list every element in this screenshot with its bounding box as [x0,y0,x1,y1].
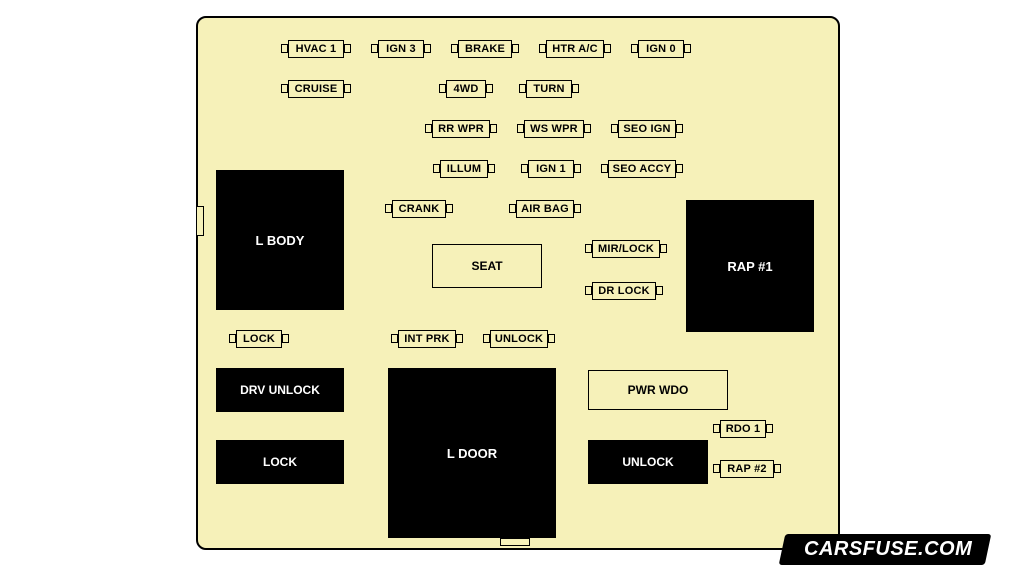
fuse-label: IGN 0 [646,44,676,55]
box-pwrwdo: PWR WDO [588,370,728,410]
fuse-intprk: INT PRK [398,330,456,348]
fuse-label: ILLUM [447,164,482,175]
fuse-label: WS WPR [530,124,578,135]
fuse-label: RDO 1 [726,424,761,435]
relay-label: LOCK [263,456,297,468]
fuse-ign3: IGN 3 [378,40,424,58]
box-label: PWR WDO [628,384,689,396]
relay-drvunlock: DRV UNLOCK [216,368,344,412]
watermark-carsfuse: CARSFUSE.COM [782,534,988,565]
fuse-label: IGN 3 [386,44,416,55]
fuse-cruise: CRUISE [288,80,344,98]
fuse-4wd: 4WD [446,80,486,98]
fuse-label: AIR BAG [521,204,569,215]
relay-ldoor: L DOOR [388,368,556,538]
fuse-turn: TURN [526,80,572,98]
fuse-label: DR LOCK [598,286,650,297]
relay-label: L DOOR [447,447,497,460]
box-label: SEAT [471,260,502,272]
box-seat: SEAT [432,244,542,288]
relay-rap1: RAP #1 [686,200,814,332]
watermark-text: CARSFUSE.COM [782,534,988,565]
fuse-rdo1: RDO 1 [720,420,766,438]
fuse-hvac1: HVAC 1 [288,40,344,58]
fuse-rrwpr: RR WPR [432,120,490,138]
panel-edge-tab [500,538,530,546]
fuse-drlock: DR LOCK [592,282,656,300]
relay-lock2: LOCK [216,440,344,484]
panel-edge-tab [196,206,204,236]
fuse-label: LOCK [243,334,275,345]
fuse-seoaccy: SEO ACCY [608,160,676,178]
fuse-unlock1: UNLOCK [490,330,548,348]
fuse-label: CRUISE [295,84,338,95]
fuse-label: IGN 1 [536,164,566,175]
fuse-htrac: HTR A/C [546,40,604,58]
fuse-label: RAP #2 [727,464,767,475]
fuse-label: INT PRK [404,334,449,345]
relay-label: L BODY [256,234,305,247]
fuse-crank: CRANK [392,200,446,218]
fuse-label: SEO IGN [623,124,670,135]
relay-lbody: L BODY [216,170,344,310]
fuse-mirlock: MIR/LOCK [592,240,660,258]
relay-label: DRV UNLOCK [240,384,320,396]
fuse-lock1: LOCK [236,330,282,348]
fuse-label: MIR/LOCK [598,244,654,255]
fuse-label: BRAKE [465,44,505,55]
fuse-seoign: SEO IGN [618,120,676,138]
fuse-illum: ILLUM [440,160,488,178]
relay-unlock2: UNLOCK [588,440,708,484]
fuse-label: TURN [533,84,564,95]
fuse-rap2: RAP #2 [720,460,774,478]
fuse-label: HTR A/C [552,44,598,55]
fuse-airbag: AIR BAG [516,200,574,218]
fuse-label: RR WPR [438,124,484,135]
relay-label: RAP #1 [727,260,772,273]
fuse-ign1: IGN 1 [528,160,574,178]
fuse-wswpr: WS WPR [524,120,584,138]
fuse-label: UNLOCK [495,334,543,345]
fuse-label: HVAC 1 [296,44,337,55]
fuse-label: SEO ACCY [613,164,672,175]
fuse-ign0: IGN 0 [638,40,684,58]
fuse-brake: BRAKE [458,40,512,58]
fuse-label: CRANK [399,204,440,215]
fuse-label: 4WD [453,84,478,95]
relay-label: UNLOCK [622,456,673,468]
